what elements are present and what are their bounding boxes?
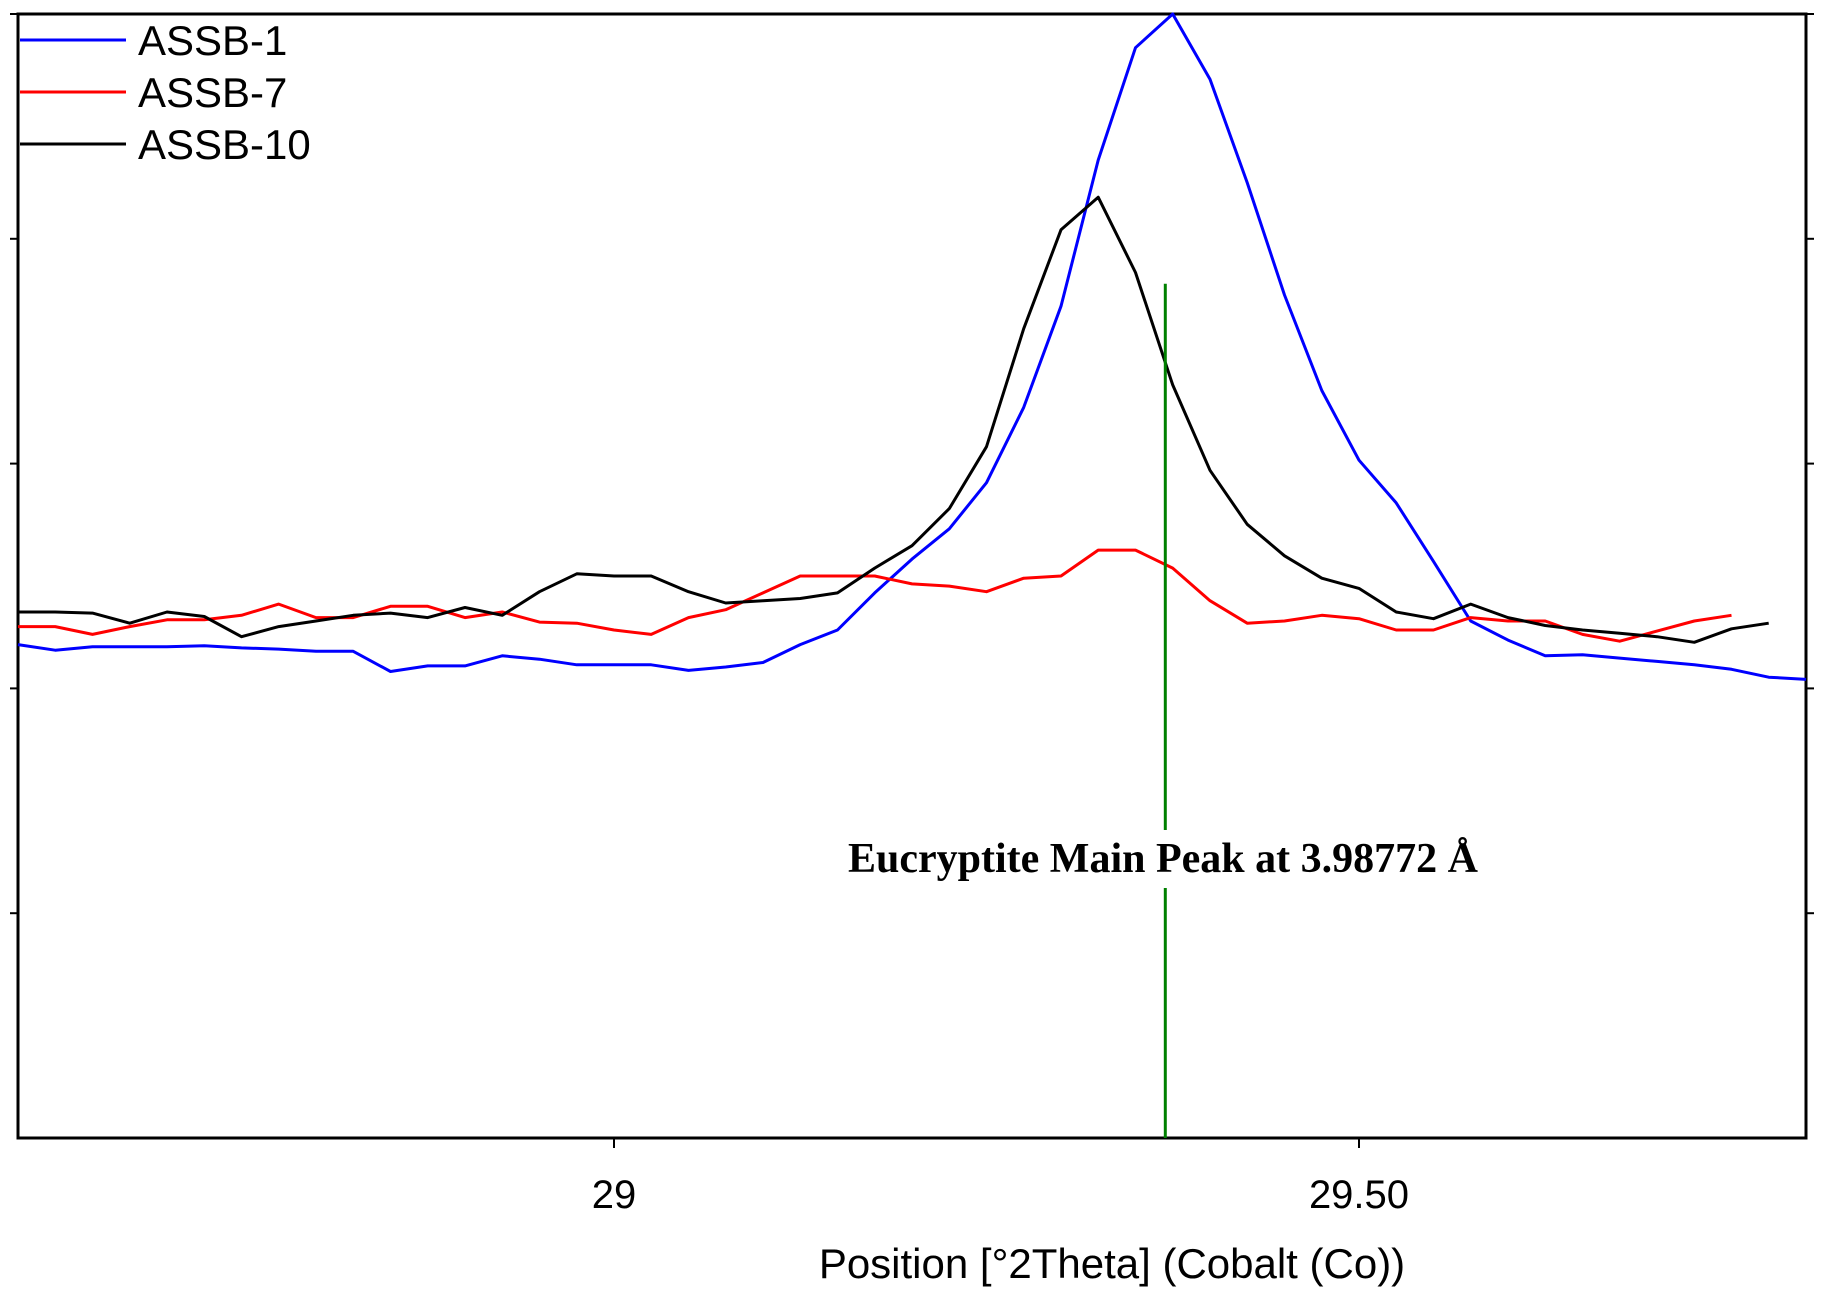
series-line-assb-1	[17, 12, 1807, 681]
annotation-background	[842, 830, 1485, 888]
series-line-assb-7	[18, 548, 1732, 643]
series-line-assb-10	[18, 195, 1769, 644]
series-lines	[17, 12, 1807, 681]
x-tick-label-1: 29.50	[1309, 1173, 1409, 1217]
x-axis-ticks: 29 29.50	[592, 1138, 1409, 1217]
plot-frame	[16, 12, 1808, 1140]
x-tick-label-0: 29	[592, 1173, 637, 1217]
legend-label-assb-1: ASSB-1	[138, 17, 287, 64]
legend-label-assb-7: ASSB-7	[138, 69, 287, 116]
legend: ASSB-1 ASSB-7 ASSB-10	[20, 17, 311, 168]
y-axis-ticks	[10, 13, 1814, 915]
legend-label-assb-10: ASSB-10	[138, 121, 311, 168]
eucryptite-annotation: Eucryptite Main Peak at 3.98772 Å	[848, 836, 1479, 882]
x-axis-title: Position [°2Theta] (Cobalt (Co))	[819, 1240, 1405, 1287]
